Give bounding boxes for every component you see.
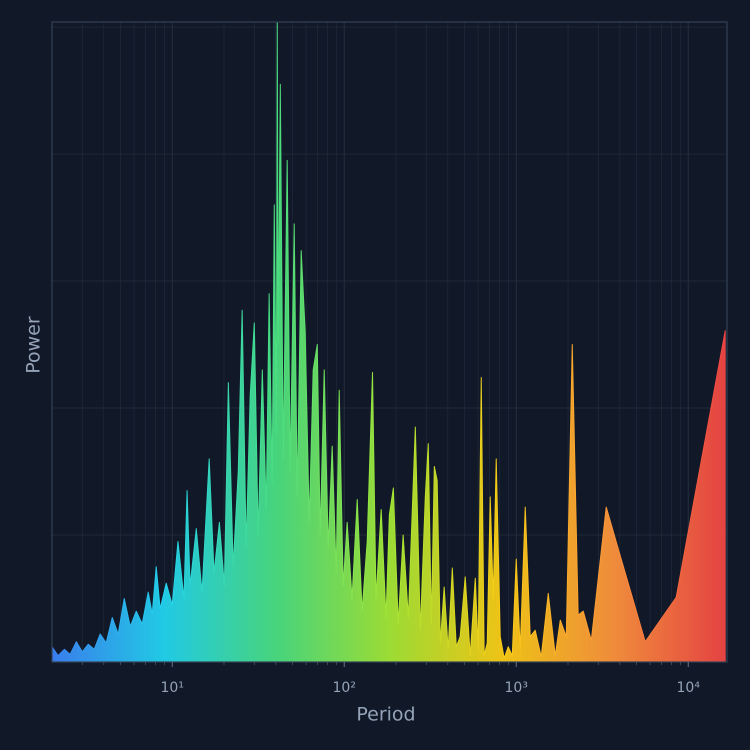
spectrum-area <box>51 21 726 663</box>
y-axis-label: Power <box>23 316 45 374</box>
x-axis-label: Period <box>356 704 415 726</box>
plot-frame <box>51 21 728 663</box>
x-tick-label: 10³ <box>505 680 528 696</box>
x-tick-label: 10¹ <box>161 680 184 696</box>
x-tick-label: 10² <box>333 680 356 696</box>
x-tick-label: 10⁴ <box>677 680 701 696</box>
